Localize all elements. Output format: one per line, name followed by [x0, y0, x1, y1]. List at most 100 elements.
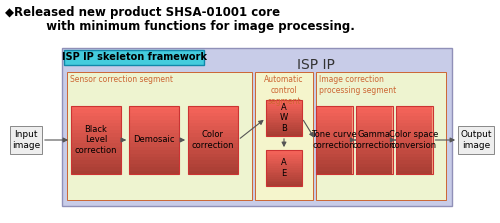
Bar	[266, 182, 302, 185]
Bar	[266, 177, 302, 179]
Bar	[266, 154, 302, 156]
Bar	[356, 106, 393, 174]
Bar	[72, 160, 120, 164]
Bar	[356, 109, 392, 113]
Bar	[266, 118, 302, 120]
Bar	[266, 102, 302, 104]
Bar	[266, 175, 302, 178]
Bar	[130, 113, 178, 117]
Bar	[266, 125, 302, 128]
Bar	[316, 113, 352, 117]
Bar	[266, 132, 302, 135]
Bar	[188, 130, 238, 134]
Bar	[130, 164, 178, 168]
Bar	[316, 109, 352, 113]
Bar	[188, 137, 238, 140]
Bar	[266, 168, 302, 170]
Text: A
W
B: A W B	[280, 103, 288, 133]
Bar	[188, 147, 238, 151]
Text: Output
image: Output image	[460, 130, 492, 150]
Bar	[266, 105, 302, 108]
Bar	[188, 120, 238, 124]
Bar	[356, 157, 392, 161]
Bar	[129, 106, 179, 174]
Bar	[72, 157, 120, 161]
Bar	[188, 160, 238, 164]
Bar	[266, 120, 302, 122]
Bar	[316, 133, 352, 137]
Bar	[188, 140, 238, 144]
Bar	[72, 133, 120, 137]
Bar	[266, 184, 302, 186]
Bar	[130, 147, 178, 151]
Bar	[316, 143, 352, 147]
Bar	[130, 137, 178, 140]
Bar	[316, 106, 352, 174]
Bar	[266, 123, 302, 126]
Bar	[396, 106, 432, 110]
Bar	[72, 123, 120, 127]
Bar	[188, 113, 238, 117]
Bar	[71, 106, 121, 174]
Text: ISP IP: ISP IP	[296, 58, 335, 72]
Text: ◆Released new product SHSA-01001 core: ◆Released new product SHSA-01001 core	[5, 6, 280, 19]
Bar	[130, 150, 178, 154]
Bar	[266, 170, 302, 172]
Bar	[188, 154, 238, 157]
Bar	[316, 154, 352, 157]
Bar	[72, 120, 120, 124]
Bar	[130, 120, 178, 124]
Bar	[356, 120, 392, 124]
Bar	[266, 100, 302, 136]
Bar	[396, 147, 432, 151]
Bar	[188, 123, 238, 127]
Bar	[396, 157, 432, 161]
Bar	[396, 143, 432, 147]
Bar	[188, 106, 238, 110]
Bar	[316, 72, 446, 200]
Text: Demosaic: Demosaic	[133, 136, 175, 145]
Bar	[72, 154, 120, 157]
Bar	[266, 113, 302, 115]
Bar	[316, 167, 352, 171]
Bar	[72, 137, 120, 140]
Bar	[130, 109, 178, 113]
Bar	[356, 116, 392, 120]
Bar	[266, 114, 302, 117]
Bar	[316, 164, 352, 168]
Bar	[266, 150, 302, 186]
Bar	[316, 157, 352, 161]
Bar	[356, 137, 392, 140]
Bar	[188, 109, 238, 113]
Bar	[72, 143, 120, 147]
Text: Gamma
correction: Gamma correction	[353, 130, 395, 150]
Bar	[67, 72, 252, 200]
Bar	[316, 106, 352, 174]
Bar	[316, 150, 352, 154]
Text: Color
correction: Color correction	[192, 130, 234, 150]
Bar	[130, 154, 178, 157]
Bar	[356, 140, 392, 144]
Bar	[266, 104, 302, 106]
Bar	[72, 171, 120, 175]
Bar	[266, 152, 302, 154]
Bar	[266, 150, 302, 186]
Bar	[188, 116, 238, 120]
Bar	[72, 109, 120, 113]
Bar	[72, 113, 120, 117]
Bar	[266, 129, 302, 131]
Bar	[396, 126, 432, 130]
Bar	[130, 167, 178, 171]
Bar	[266, 172, 302, 174]
Bar	[266, 161, 302, 163]
Bar	[188, 167, 238, 171]
Bar	[130, 171, 178, 175]
Bar	[316, 120, 352, 124]
Bar	[72, 164, 120, 168]
Bar	[266, 150, 302, 152]
Bar	[396, 160, 432, 164]
Bar	[316, 123, 352, 127]
Bar	[129, 106, 179, 174]
Bar	[396, 171, 432, 175]
Bar	[188, 171, 238, 175]
